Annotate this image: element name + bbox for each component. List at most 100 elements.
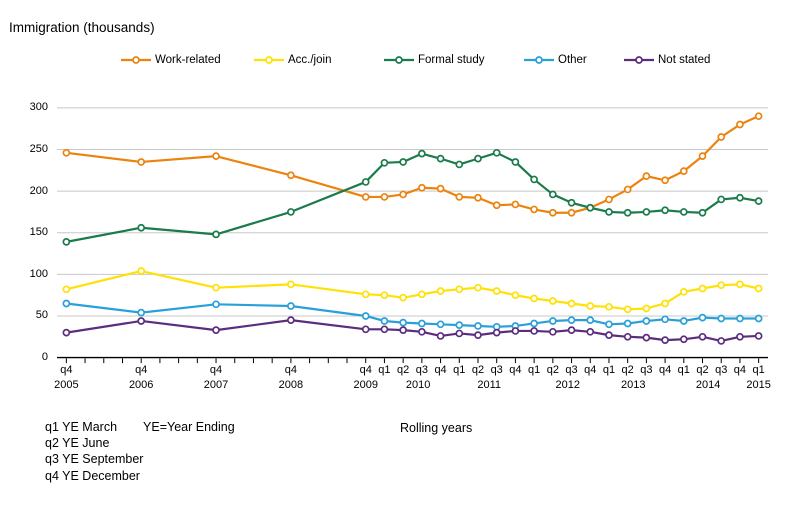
data-point-work-related xyxy=(436,184,445,193)
legend-line-marker-icon xyxy=(121,56,151,64)
data-point-not-stated xyxy=(511,327,520,335)
data-point-work-related xyxy=(455,193,464,201)
data-point-acc-join xyxy=(642,304,651,313)
data-point-not-stated xyxy=(436,332,445,340)
data-point-formal-study xyxy=(717,195,726,204)
data-point-work-related xyxy=(623,185,632,194)
data-point-formal-study xyxy=(212,230,220,239)
data-point-work-related xyxy=(380,193,389,201)
data-point-work-related xyxy=(418,183,426,192)
data-point-acc-join xyxy=(399,293,407,302)
data-point-not-stated xyxy=(287,316,295,324)
legend-item-other: Other xyxy=(523,52,587,68)
x-axis-quarter-label: q4 xyxy=(584,364,597,376)
data-point-formal-study xyxy=(623,208,632,217)
data-point-acc-join xyxy=(530,294,538,303)
data-point-work-related xyxy=(287,171,295,180)
data-point-work-related xyxy=(474,193,482,202)
data-point-acc-join xyxy=(679,287,688,296)
data-point-other xyxy=(137,308,146,317)
x-axis-quarter-label: q4 xyxy=(135,364,148,376)
data-point-formal-study xyxy=(436,154,445,163)
data-point-formal-study xyxy=(418,149,426,158)
chart-legend: Work-related Acc./join Formal study Other No… xyxy=(0,52,799,70)
data-point-other xyxy=(530,319,538,328)
data-point-work-related xyxy=(642,172,651,180)
series-line-acc-join xyxy=(65,269,760,311)
data-point-not-stated xyxy=(418,327,426,336)
data-point-not-stated xyxy=(754,332,763,340)
x-axis-quarter-label: q3 xyxy=(640,364,653,376)
data-point-other xyxy=(661,315,669,324)
x-axis-quarter-label: q1 xyxy=(453,364,466,376)
x-axis-quarter-label: q2 xyxy=(621,364,634,376)
data-point-formal-study xyxy=(642,208,651,216)
legend-line-marker-icon xyxy=(384,56,414,64)
data-point-other xyxy=(754,314,763,323)
legend-item-acc-join: Acc./join xyxy=(253,52,331,68)
x-axis-year-label: 2005 xyxy=(54,379,79,391)
data-point-other xyxy=(212,300,220,309)
x-axis-quarter-label: q3 xyxy=(715,364,728,376)
y-axis-label: 300 xyxy=(29,101,48,114)
data-point-acc-join xyxy=(455,285,464,294)
data-point-not-stated xyxy=(679,335,688,344)
legend-item-work-related: Work-related xyxy=(120,52,221,68)
x-axis-quarter-label: q1 xyxy=(378,364,391,376)
data-point-other xyxy=(623,319,632,328)
data-point-acc-join xyxy=(754,284,763,293)
x-axis-quarter-label: q4 xyxy=(359,364,372,376)
footnote-line-1: q1 YE March YE=Year Ending xyxy=(45,419,235,435)
legend-line-marker-icon xyxy=(524,56,554,64)
footnote-line-3: q3 YE September xyxy=(45,452,144,467)
x-axis-quarter-label: q4 xyxy=(60,364,73,376)
data-point-other xyxy=(548,317,557,325)
data-point-acc-join xyxy=(511,291,520,300)
data-point-not-stated xyxy=(530,327,538,335)
data-point-other xyxy=(380,317,389,325)
data-point-other xyxy=(418,319,426,328)
legend-label: Not stated xyxy=(658,54,711,66)
data-point-acc-join xyxy=(212,283,220,292)
legend-line-marker-icon xyxy=(254,56,284,64)
data-point-not-stated xyxy=(137,317,146,325)
data-point-formal-study xyxy=(679,208,688,216)
data-point-not-stated xyxy=(492,328,501,337)
x-axis-quarter-label: q1 xyxy=(677,364,690,376)
data-point-acc-join xyxy=(137,267,146,275)
data-point-acc-join xyxy=(567,299,576,308)
data-point-formal-study xyxy=(287,208,295,216)
data-point-formal-study xyxy=(380,158,389,167)
x-axis-quarter-label: q2 xyxy=(546,364,559,376)
data-point-work-related xyxy=(605,195,613,204)
data-point-acc-join xyxy=(361,290,370,299)
x-axis-quarter-label: q4 xyxy=(733,364,747,376)
x-axis-quarter-label: q1 xyxy=(602,364,616,376)
data-point-other xyxy=(679,317,688,325)
data-point-acc-join xyxy=(62,285,71,294)
data-point-acc-join xyxy=(661,299,669,308)
data-point-work-related xyxy=(492,201,501,210)
data-point-other xyxy=(586,316,595,324)
legend-label: Acc./join xyxy=(288,54,332,66)
x-axis-quarter-label: q3 xyxy=(415,364,428,376)
data-point-acc-join xyxy=(287,280,295,289)
data-point-formal-study xyxy=(736,193,744,202)
x-axis-year-label: 2013 xyxy=(621,379,646,391)
data-point-formal-study xyxy=(586,203,595,212)
data-point-formal-study xyxy=(698,208,707,217)
data-point-other xyxy=(361,312,370,320)
data-point-other xyxy=(474,322,482,330)
data-point-work-related xyxy=(62,148,71,157)
data-point-acc-join xyxy=(436,287,445,295)
data-point-formal-study xyxy=(605,208,613,216)
data-point-work-related xyxy=(661,176,669,185)
data-point-formal-study xyxy=(62,238,71,246)
footnote-ye-definition: YE=Year Ending xyxy=(143,420,235,434)
y-axis-label: 100 xyxy=(29,267,48,280)
data-point-not-stated xyxy=(62,328,71,337)
x-axis-quarter-label: q1 xyxy=(527,364,541,376)
data-point-formal-study xyxy=(754,197,763,205)
data-point-acc-join xyxy=(586,302,595,310)
